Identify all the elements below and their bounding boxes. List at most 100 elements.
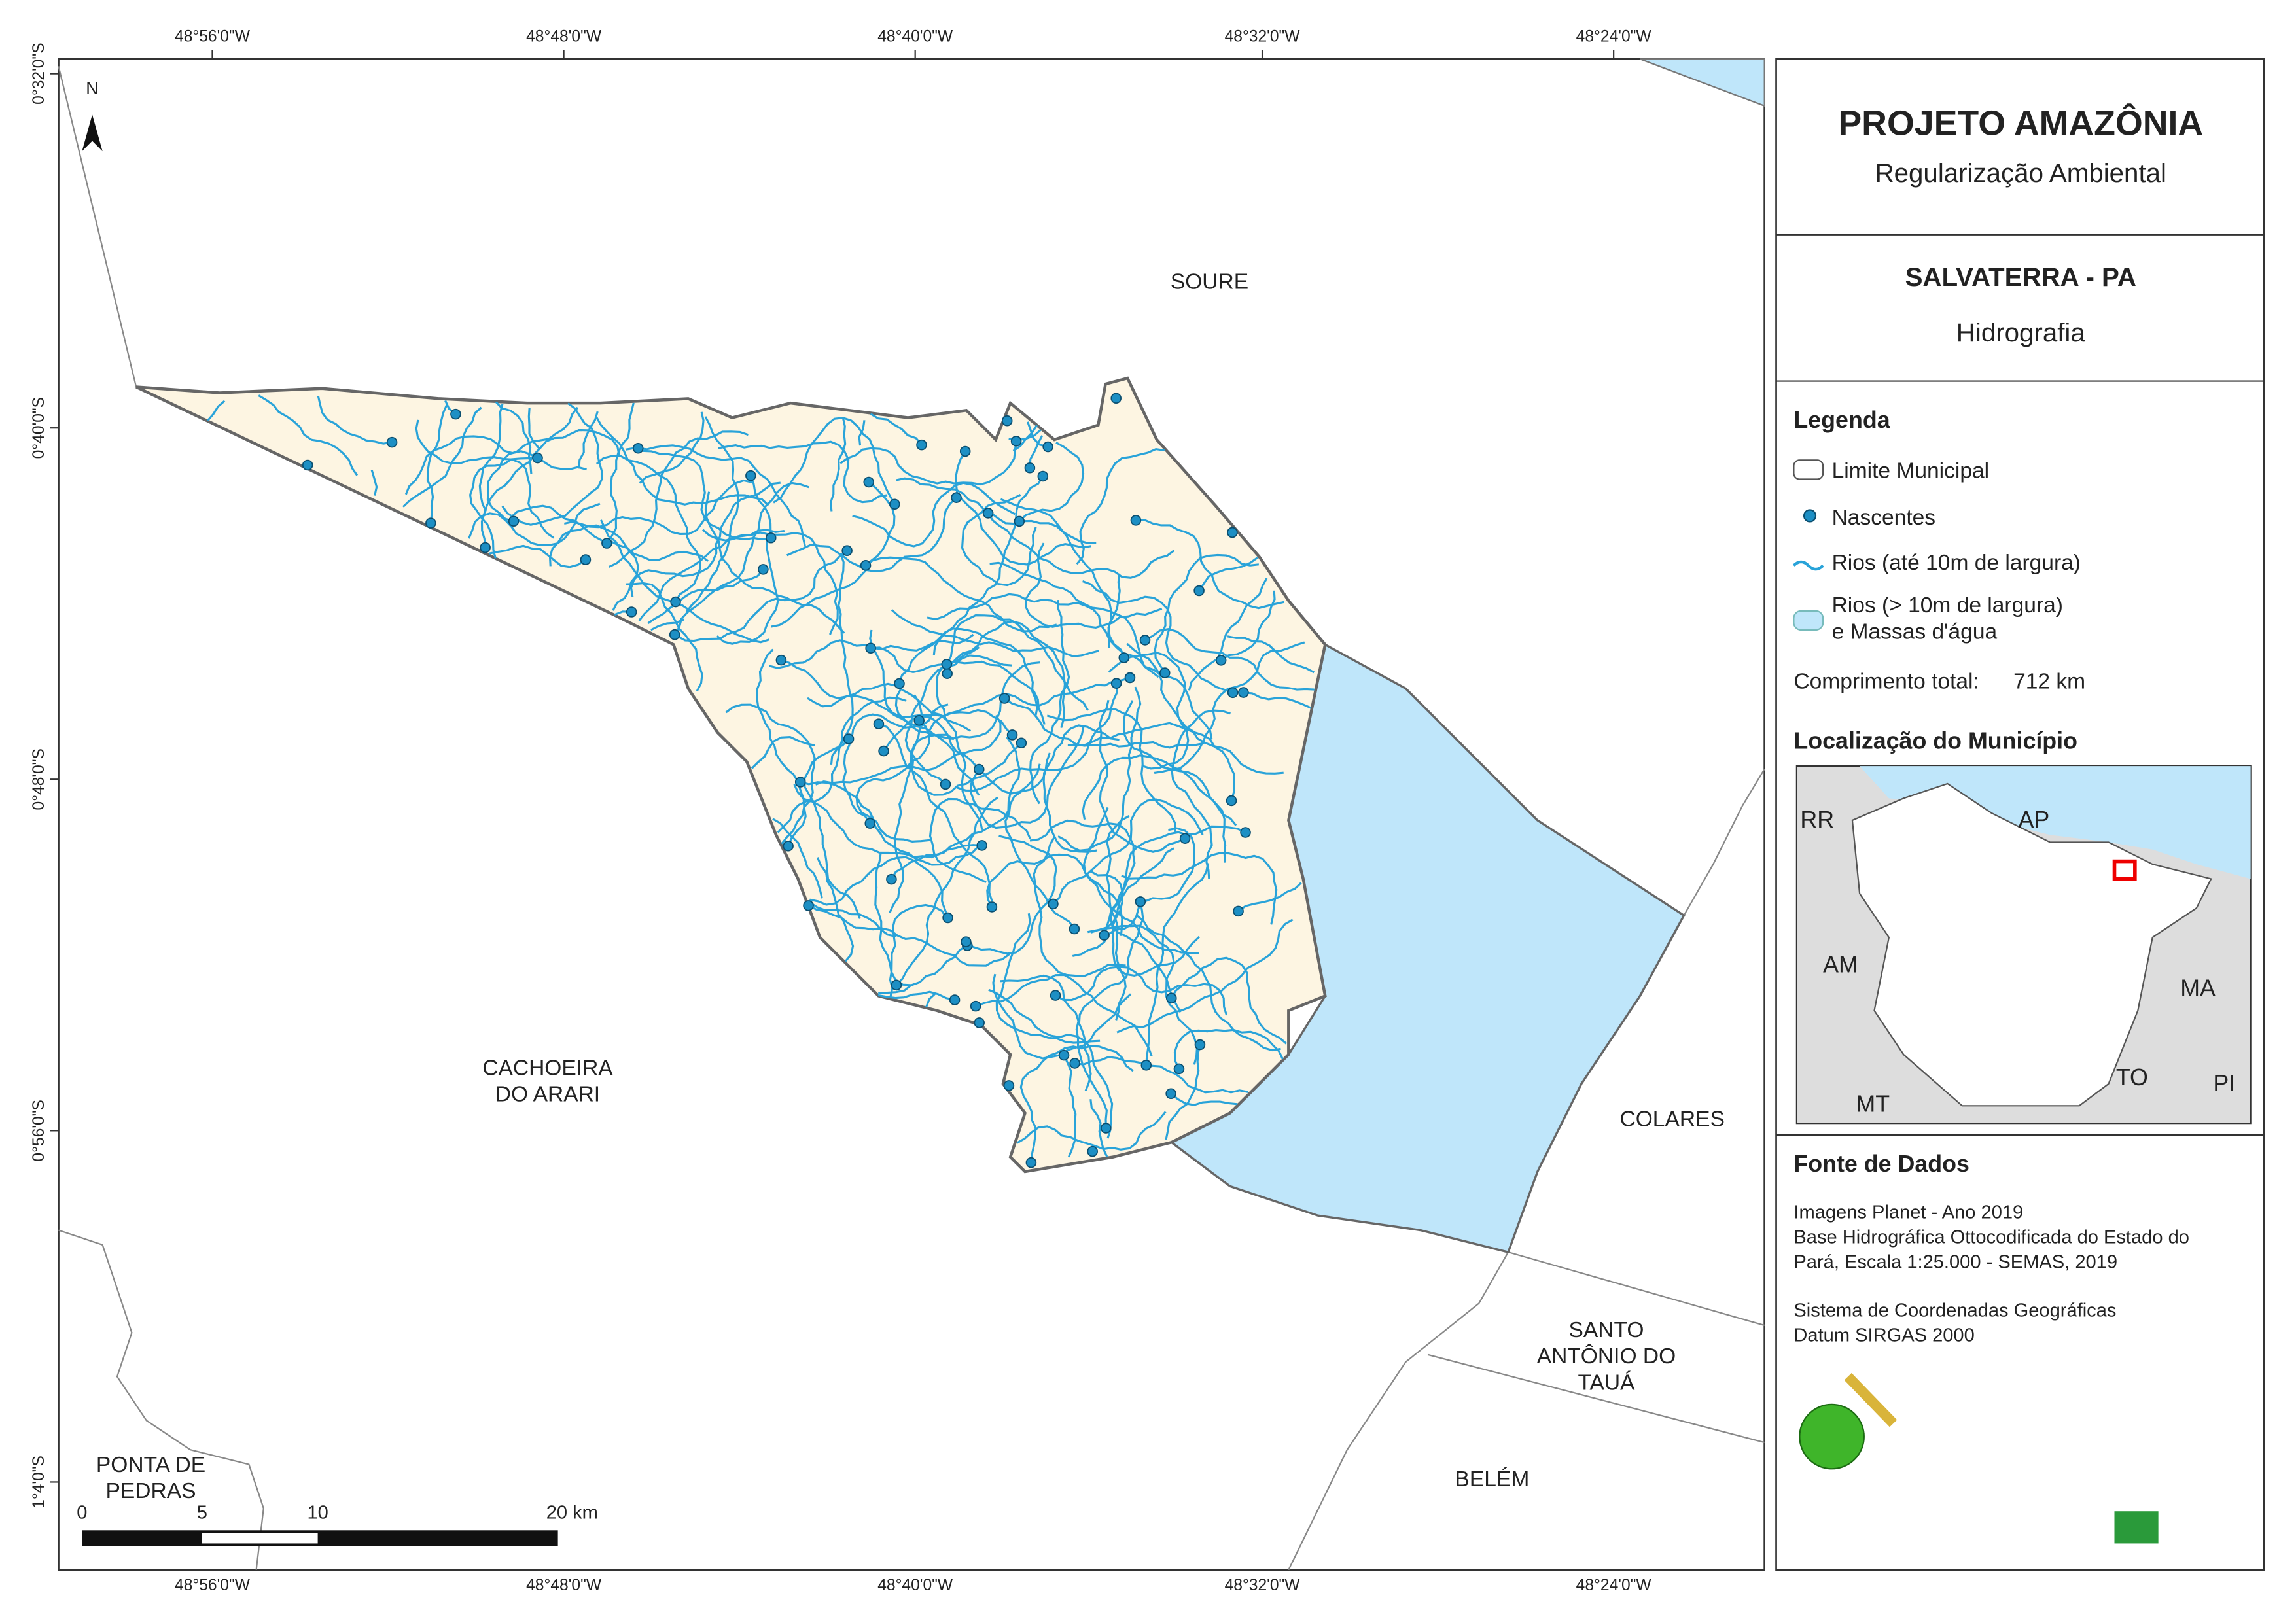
place-name: SANTO — [1568, 1318, 1644, 1342]
river — [961, 494, 1037, 587]
coord-label: 48°40'0"W — [877, 27, 953, 45]
water-body — [1640, 58, 1765, 107]
river — [625, 447, 785, 538]
total-label: Comprimento total: — [1793, 670, 1979, 694]
source-line: Datum SIRGAS 2000 — [1793, 1325, 1974, 1346]
coord-label: 48°56'0"W — [175, 27, 251, 45]
scale-bar — [202, 1533, 318, 1544]
spring — [1233, 905, 1244, 917]
spring — [916, 439, 927, 451]
spring — [745, 470, 756, 481]
spring — [508, 515, 520, 527]
river — [878, 984, 912, 995]
spring — [1042, 441, 1053, 453]
river — [1171, 709, 1231, 879]
spring — [758, 564, 769, 575]
logo — [1844, 1372, 1898, 1427]
location-marker — [2112, 859, 2137, 881]
river — [595, 417, 769, 506]
river — [1107, 573, 1213, 740]
river — [1076, 448, 1165, 565]
river — [548, 524, 639, 611]
spring — [775, 654, 787, 666]
spring — [532, 452, 543, 464]
river — [751, 736, 815, 769]
spring — [865, 642, 876, 654]
spring — [1159, 667, 1171, 678]
river — [891, 609, 1099, 657]
river — [673, 481, 809, 635]
river — [889, 903, 948, 998]
scale-label: 5 — [197, 1502, 207, 1523]
river — [927, 593, 1110, 648]
spring — [1166, 992, 1177, 1004]
spring — [794, 777, 806, 788]
section-title: Localização do Município — [1793, 727, 2077, 754]
river — [600, 519, 770, 644]
river — [815, 714, 1002, 786]
spring — [386, 436, 398, 448]
spring — [1001, 415, 1013, 427]
river — [816, 857, 855, 962]
river — [1087, 924, 1199, 1065]
river — [1220, 590, 1276, 661]
river — [1188, 578, 1268, 691]
theme: Hidrografia — [1956, 318, 2086, 347]
spring — [1238, 687, 1249, 698]
river — [1000, 498, 1125, 659]
river — [975, 973, 1153, 1056]
river — [1154, 553, 1260, 674]
spring — [886, 873, 897, 885]
river — [650, 618, 684, 631]
spring — [1016, 737, 1027, 749]
river — [489, 544, 586, 568]
spring — [1087, 1145, 1098, 1157]
river — [865, 556, 1057, 633]
place-name: TAUÁ — [1578, 1370, 1635, 1395]
spring — [913, 715, 925, 726]
river — [1033, 836, 1126, 977]
river — [1170, 1092, 1238, 1106]
spring — [889, 498, 900, 510]
river — [1165, 1044, 1201, 1140]
river — [855, 720, 930, 843]
spring — [1110, 393, 1122, 404]
spring — [1025, 1157, 1037, 1168]
spring — [973, 763, 985, 775]
river — [718, 440, 888, 504]
river — [495, 401, 533, 474]
municipality — [135, 376, 1327, 1174]
river — [870, 646, 1046, 725]
spring — [878, 745, 889, 757]
scale-label: 10 — [307, 1502, 328, 1523]
place-name: SOURE — [1171, 270, 1248, 294]
river — [932, 476, 1044, 655]
spring — [1226, 795, 1237, 807]
state-label: RR — [1800, 807, 1834, 833]
river — [829, 417, 847, 512]
river — [889, 733, 955, 914]
boundary — [1427, 1353, 1765, 1444]
scale-bar — [82, 1530, 558, 1546]
spring — [1003, 1080, 1015, 1091]
rivers — [207, 394, 1315, 1163]
river — [804, 738, 861, 919]
spring — [942, 668, 953, 679]
river — [1078, 901, 1144, 1092]
north-arrow — [82, 114, 103, 152]
river — [258, 394, 359, 476]
river — [1052, 798, 1204, 905]
river — [638, 536, 771, 621]
river — [1067, 722, 1235, 801]
river — [609, 430, 749, 568]
state-label: TO — [2116, 1064, 2148, 1091]
river — [955, 451, 1091, 566]
boundary — [58, 1229, 264, 1570]
source-line: Pará, Escala 1:25.000 - SEMAS, 2019 — [1793, 1252, 2117, 1273]
legend-label: Rios (até 10m de largura) — [1832, 551, 2081, 575]
river — [1109, 847, 1182, 1013]
state-label: PI — [2213, 1070, 2235, 1096]
river — [629, 481, 781, 597]
river — [992, 973, 1132, 1060]
